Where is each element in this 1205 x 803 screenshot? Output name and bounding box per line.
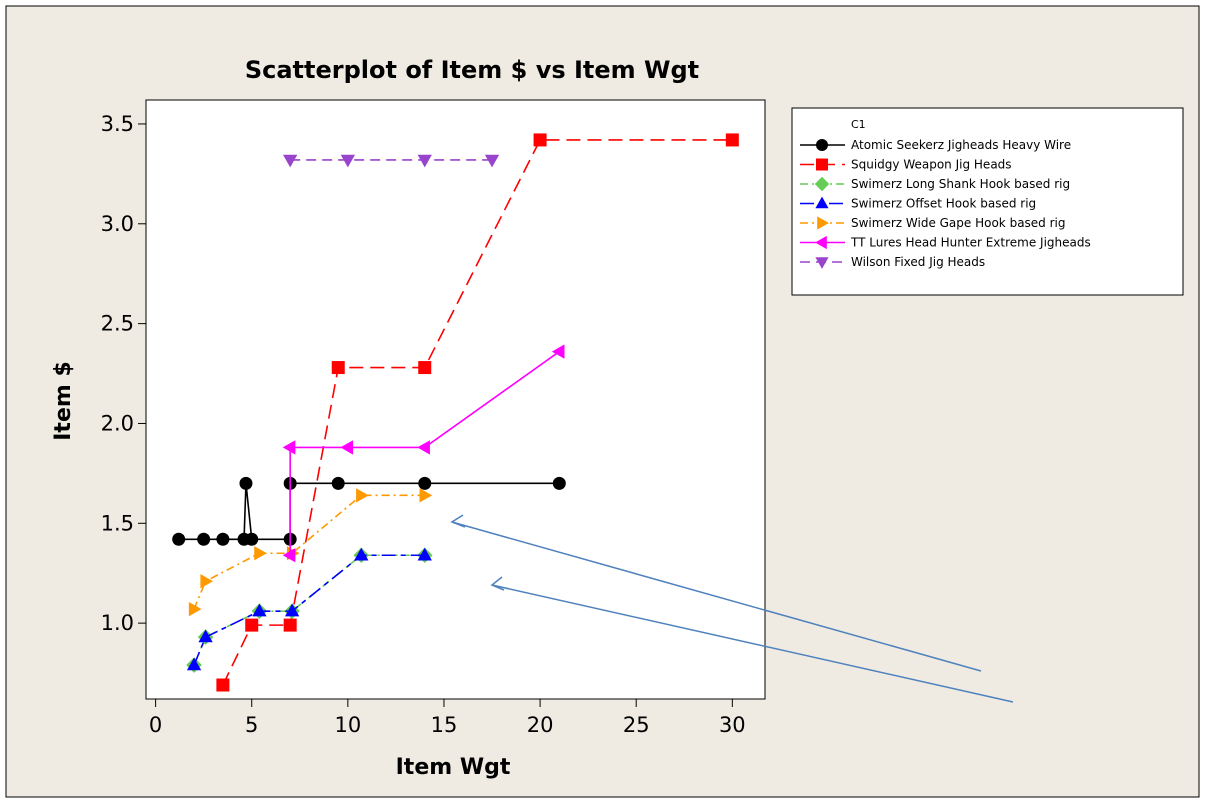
annotation-arrowhead-lower: [490, 576, 505, 591]
y-axis-label: Item $: [51, 361, 76, 441]
legend-box: [791, 107, 1184, 296]
x-tick-label: 20: [527, 713, 554, 737]
y-tick-label: 3.0: [101, 212, 134, 236]
series-group: [282, 344, 565, 563]
data-point: [816, 158, 828, 171]
data-point: [245, 532, 259, 546]
data-point: [245, 618, 259, 632]
y-tick-label: 1.0: [101, 611, 134, 635]
data-point: [417, 154, 432, 168]
data-point: [283, 618, 297, 632]
legend-label: Squidgy Weapon Jig Heads: [851, 158, 1012, 172]
annotation-arrowhead-upper: [450, 514, 466, 528]
data-point: [283, 154, 298, 168]
legend-item: TT Lures Head Hunter Extreme Jigheads: [800, 236, 1091, 250]
data-point: [817, 216, 829, 230]
data-point: [417, 547, 432, 561]
data-point: [533, 133, 547, 147]
legend-label: Atomic Seekerz Jigheads Heavy Wire: [851, 138, 1071, 152]
data-point: [252, 603, 267, 617]
x-tick-label: 10: [334, 713, 361, 737]
data-point: [354, 547, 369, 561]
y-axis: 1.0 1.5 2.0 2.5 3.0 3.5: [101, 112, 146, 635]
legend-item: Atomic Seekerz Jigheads Heavy Wire: [800, 138, 1071, 152]
series-group: [216, 133, 739, 692]
data-point: [172, 532, 186, 546]
x-axis-label: Item Wgt: [396, 755, 511, 780]
series-layer: [172, 133, 739, 692]
legend: C1 Atomic Seekerz Jigheads Heavy Wire Squ…: [791, 107, 1184, 296]
data-point: [340, 440, 354, 455]
legend-label: Swimerz Offset Hook based rig: [851, 197, 1036, 211]
data-point: [418, 361, 432, 375]
annotation-arrow-lower: [491, 584, 1014, 703]
series-group: [172, 476, 566, 546]
data-point: [484, 154, 500, 168]
annotation-arrow-upper: [451, 521, 982, 672]
data-point: [188, 602, 202, 617]
data-point: [197, 532, 211, 546]
series-group: [186, 547, 432, 671]
series-line: [193, 554, 425, 666]
x-tick-label: 5: [245, 713, 258, 737]
legend-item: Swimerz Long Shank Hook based rig: [800, 176, 1070, 192]
data-point: [815, 235, 827, 250]
x-tick-label: 30: [719, 713, 746, 737]
plot-area: [145, 99, 766, 700]
y-tick-label: 2.0: [101, 411, 134, 435]
legend-item: Swimerz Offset Hook based rig: [800, 197, 1036, 211]
data-point: [282, 440, 296, 455]
data-point: [417, 440, 430, 455]
series-group: [283, 154, 500, 168]
x-axis: 0 5 10 15 20 25 30: [149, 699, 746, 737]
legend-item: Swimerz Wide Gape Hook based rig: [800, 216, 1066, 230]
data-point: [331, 361, 345, 375]
data-point: [284, 603, 300, 617]
data-point: [815, 257, 829, 269]
data-point: [356, 488, 369, 503]
x-tick-label: 15: [431, 713, 458, 737]
data-point: [340, 154, 355, 168]
data-point: [200, 574, 214, 589]
data-point: [331, 476, 345, 490]
data-point: [216, 678, 230, 692]
annotation-arrows: [450, 514, 1014, 703]
y-tick-label: 2.5: [101, 312, 134, 336]
data-point: [186, 657, 202, 671]
data-point: [418, 476, 432, 490]
data-point: [239, 476, 253, 490]
legend-item: Wilson Fixed Jig Heads: [800, 255, 985, 269]
data-point: [216, 532, 230, 546]
legend-label: TT Lures Head Hunter Extreme Jigheads: [850, 236, 1091, 250]
y-tick-label: 1.5: [101, 511, 134, 535]
chart-title: Scatterplot of Item $ vs Item Wgt: [245, 56, 699, 84]
data-point: [815, 196, 829, 209]
data-point: [725, 133, 739, 147]
x-tick-label: 0: [149, 713, 162, 737]
data-point: [816, 139, 828, 151]
legend-label: Wilson Fixed Jig Heads: [851, 255, 985, 269]
data-point: [552, 476, 566, 490]
legend-label: Swimerz Long Shank Hook based rig: [851, 177, 1070, 191]
legend-title: C1: [851, 118, 866, 131]
legend-item: Squidgy Weapon Jig Heads: [800, 158, 1012, 172]
y-tick-label: 3.5: [101, 112, 134, 136]
data-point: [198, 629, 213, 643]
data-point: [814, 176, 830, 192]
data-point: [551, 344, 565, 359]
data-point: [282, 548, 296, 563]
legend-label: Swimerz Wide Gape Hook based rig: [851, 216, 1066, 230]
data-point: [254, 546, 267, 561]
data-point: [419, 488, 433, 503]
x-tick-label: 25: [623, 713, 650, 737]
